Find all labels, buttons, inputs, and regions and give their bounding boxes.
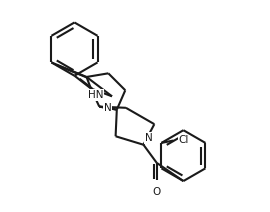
Text: N: N [104,103,112,113]
Text: HN: HN [88,90,103,100]
Text: Cl: Cl [178,135,189,145]
Text: O: O [153,187,161,197]
Text: N: N [145,133,152,143]
